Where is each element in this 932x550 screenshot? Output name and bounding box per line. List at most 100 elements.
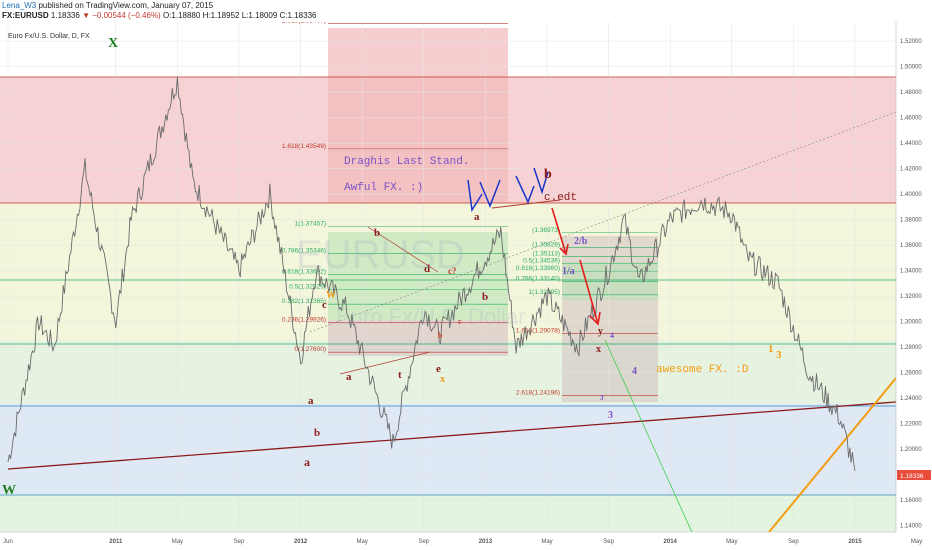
wave-a-3: a — [346, 371, 352, 383]
price-series — [7, 76, 856, 471]
price-chart[interactable]: 2.618(1.53407) 1.618(1.43549) 1(1.37457) 0.… — [0, 22, 932, 550]
x-tick-label: May — [911, 539, 922, 545]
wave-x-orange: x — [440, 374, 445, 385]
red-arrow-1 — [551, 207, 567, 255]
x-tick-label: Sep — [234, 539, 245, 545]
wave-w-orange: W — [326, 290, 336, 301]
y-tick-label: 1.50000 — [900, 65, 922, 71]
y-tick-label: 1.20000 — [900, 447, 922, 453]
y-tick-label: 1.44000 — [900, 141, 922, 147]
wave-b-3: b — [482, 291, 488, 303]
ohlc-open: O:1.18880 — [162, 11, 201, 20]
x-tick-label: Sep — [603, 539, 614, 545]
x-top-label: X — [108, 36, 118, 51]
watermark-ticker: EURUSD — [296, 233, 465, 277]
fib-label: 1(1.32095) — [529, 289, 560, 296]
published-text: published on TradingView.com, January 07… — [38, 1, 214, 10]
wave-a-2: a — [308, 395, 314, 407]
author-link[interactable]: Lena_W3 — [2, 1, 37, 10]
wave-3: 3 — [608, 410, 613, 421]
y-tick-label: 1.28000 — [900, 345, 922, 351]
wave-y: y — [598, 326, 603, 337]
y-tick-label: 1.22000 — [900, 422, 922, 428]
fib-label: 0(1.27600) — [295, 346, 326, 353]
y-tick-label: 1.26000 — [900, 371, 922, 377]
orange-trendline — [764, 377, 897, 538]
fib-label: 0.618(1.33960) — [516, 265, 560, 272]
wave-b-2: b — [374, 227, 380, 239]
grid — [0, 22, 917, 532]
y-tick-label: 1.36000 — [900, 243, 922, 249]
fib-box-right — [562, 236, 658, 402]
wave-t: t — [398, 369, 402, 381]
y-tick-label: 1.52000 — [900, 39, 922, 45]
x-tick-label: May — [172, 539, 183, 545]
y-tick-label: 1.14000 — [900, 524, 922, 530]
wave-1-orange: 1 — [768, 343, 774, 355]
y-tick-label: 1.42000 — [900, 167, 922, 173]
fib-label: (1.35113) — [533, 250, 560, 257]
zone-lines — [0, 76, 896, 496]
blue-arrow-1 — [479, 179, 501, 209]
w-left-label: W — [2, 483, 16, 498]
channel-top2 — [491, 199, 561, 209]
fib-levels: 2.618(1.53407) 1.618(1.43549) 1(1.37457) 0.… — [282, 22, 658, 397]
fib-label: 0.786(1.35348) — [282, 247, 326, 254]
x-tick-label: Sep — [788, 539, 799, 545]
wave-c-small: c — [458, 317, 462, 326]
dotted-trendline — [309, 111, 897, 333]
chart-title: Euro Fx/U.S. Dollar, D, FX — [8, 33, 90, 40]
symbol: FX:EURUSD — [2, 11, 49, 20]
chart-header: Lena_W3 published on TradingView.com, Ja… — [0, 0, 932, 22]
green-decline-line — [604, 339, 701, 550]
fib-label: 0.5(1.32529) — [289, 283, 326, 290]
fib-label: 0.236(1.29926) — [282, 317, 326, 324]
awful-label: Awful FX. :) — [344, 182, 423, 194]
y-tick-label: 1.48000 — [900, 90, 922, 96]
fib-box-red — [328, 28, 508, 203]
wave-4-small: 4 — [610, 331, 614, 340]
x-tick-label: Jun — [3, 539, 13, 545]
wave-a-4: a — [474, 211, 480, 223]
edt-label: c.edt — [544, 192, 577, 204]
red-arrow-head-1 — [559, 243, 569, 256]
y-tick-label: 1.16000 — [900, 498, 922, 504]
awesome-label: awesome FX. :D — [656, 364, 749, 376]
price-change: −0.00544 (−0.46%) — [92, 11, 161, 20]
fib-label: (1.35829) — [532, 241, 560, 248]
wave-b-top: b — [544, 167, 552, 182]
x-tick-label: 2015 — [848, 539, 862, 545]
y-tick-label: 1.24000 — [900, 396, 922, 402]
wave-a-1: a — [304, 455, 310, 469]
blue-arrows — [467, 167, 549, 213]
ohlc-close: C:1.18336 — [279, 11, 317, 20]
wave-b-1: b — [314, 427, 320, 439]
x-tick-label: May — [541, 539, 552, 545]
fib-label: (1.36973) — [532, 227, 560, 234]
fib-label: 0.5(1.34536) — [523, 258, 560, 265]
blue-arrow-4 — [533, 167, 549, 195]
y-tick-label: 1.38000 — [900, 218, 922, 224]
x-tick-label: May — [726, 539, 737, 545]
fib-label: 0.382(1.31365) — [282, 298, 326, 305]
red-arrow-2 — [579, 259, 599, 325]
x-tick-label: 2014 — [664, 539, 678, 545]
y-tick-label: 1.32000 — [900, 294, 922, 300]
x-tick-label: May — [357, 539, 368, 545]
blue-arrow-2 — [467, 179, 483, 213]
x-axis-panel — [0, 532, 932, 550]
wave-3-orange: 3 — [776, 349, 782, 361]
trend-lines — [7, 111, 897, 550]
last-price: 1.18336 — [50, 11, 80, 20]
wave-1a: 1/a — [562, 266, 575, 277]
fib-label: 0.786(1.33140) — [516, 276, 560, 283]
y-tick-label: 1.40000 — [900, 192, 922, 198]
fib-label: 1.618(1.43549) — [282, 143, 326, 150]
wave-e: e — [436, 363, 441, 375]
x-tick-label: Sep — [418, 539, 429, 545]
y-tick-label: 1.34000 — [900, 269, 922, 275]
channel-top — [367, 226, 439, 273]
fib-label: 2.618(1.24196) — [516, 390, 560, 397]
watermark-name: Euro Fx/U.S. Dollar — [336, 304, 526, 329]
wave-x-small: x — [596, 344, 601, 355]
